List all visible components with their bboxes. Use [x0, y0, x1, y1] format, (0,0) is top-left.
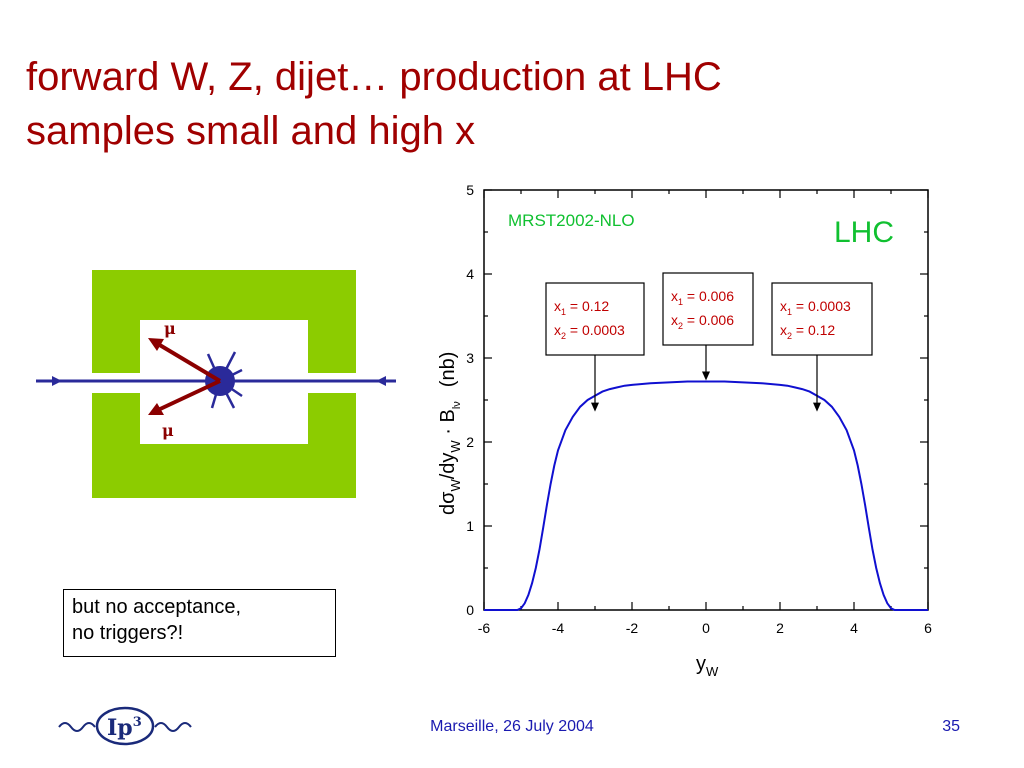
- y-label-mid: /dy: [437, 453, 459, 480]
- x-tick-label: 4: [850, 620, 858, 636]
- detector-diagram: μ μ: [36, 270, 396, 498]
- beam-arrow-right: [376, 376, 386, 386]
- chart-title: LHC: [834, 216, 894, 249]
- x-tick-label: -4: [552, 620, 565, 636]
- title-line-1: forward W, Z, dijet… production at LHC: [26, 55, 722, 99]
- y-label-sub2: W: [448, 440, 463, 453]
- note-box: but no acceptance, no triggers?!: [63, 589, 336, 657]
- x-tick-label: 0: [702, 620, 710, 636]
- x-tick-label: -6: [478, 620, 491, 636]
- y-tick-label: 0: [466, 602, 474, 618]
- muon-arrow-top: [148, 338, 164, 351]
- y-label-unit: (nb): [437, 352, 459, 388]
- logo-oval: [95, 706, 155, 746]
- logo-wave-left: [58, 722, 96, 732]
- page-number: 35: [942, 718, 960, 735]
- annotation-arrow-head-0: [591, 402, 599, 412]
- x-label-main: y: [696, 653, 706, 675]
- title-line-2: samples small and high x: [26, 109, 476, 153]
- beam-gap-right: [308, 373, 356, 393]
- annotation-text-0-1: x2 = 0.0003: [554, 322, 625, 341]
- annotation-text-1-1: x2 = 0.006: [671, 312, 734, 331]
- logo-letters: Ip3: [107, 715, 142, 741]
- chart-subtitle: MRST2002-NLO: [508, 211, 635, 230]
- x-tick-label: 2: [776, 620, 784, 636]
- annotation-box-1: [662, 272, 754, 346]
- muon-arrow-bottom: [148, 403, 164, 415]
- muon-track-bottom: [157, 379, 221, 412]
- y-tick-label: 5: [466, 182, 474, 198]
- muon-label-top: μ: [164, 319, 176, 338]
- x-tick-label: -2: [626, 620, 639, 636]
- logo-letters-main: Ip: [107, 715, 133, 741]
- logo-superscript: 3: [133, 715, 142, 730]
- y-axis-label: dσW/dyW · Blν(nb): [437, 352, 463, 515]
- y-tick-label: 3: [466, 350, 474, 366]
- ip3-logo: Ip3: [58, 706, 192, 746]
- beam-gap-left: [92, 373, 140, 393]
- annotation-layer: x1 = 0.12 x2 = 0.0003 x1 = 0.006 x2 = 0.006…: [545, 272, 873, 412]
- y-tick-label: 1: [466, 518, 474, 534]
- y-label-sub3: lν: [451, 401, 463, 409]
- logo-wave-right: [154, 722, 192, 732]
- annotation-text-2-1: x2 = 0.12: [780, 322, 835, 341]
- annotation-text-2-0: x1 = 0.0003: [780, 298, 851, 317]
- footer-location-date: Marseille, 26 July 2004: [430, 718, 594, 735]
- annotation-box-0: [545, 282, 645, 356]
- beam-arrow-left: [52, 376, 62, 386]
- annotation-text-0-0: x1 = 0.12: [554, 298, 609, 317]
- y-label-sub1: W: [448, 479, 463, 492]
- y-tick-label: 2: [466, 434, 474, 450]
- plot-frame: [483, 189, 929, 611]
- y-label-dot: · B: [437, 409, 459, 440]
- curve-layer: [484, 380, 928, 611]
- annotation-arrow-head-2: [813, 402, 821, 412]
- axis-ticks: -6 -4 -2 0 2 4 6 0 1 2 3 4 5: [466, 182, 932, 636]
- note-line-1: but no acceptance,: [72, 596, 242, 618]
- slide-title: forward W, Z, dijet… production at LHC s…: [26, 50, 722, 158]
- x-tick-label: 6: [924, 620, 932, 636]
- annotation-box-2: [771, 282, 873, 356]
- annotation-arrow-head-1: [702, 371, 710, 381]
- muon-track-top: [156, 342, 222, 383]
- note-line-2: no triggers?!: [72, 622, 184, 644]
- muon-label-bottom: μ: [162, 421, 174, 440]
- x-label-sub: W: [706, 664, 719, 679]
- x-axis-label: yW: [696, 653, 719, 679]
- y-label-main: dσ: [437, 491, 459, 515]
- annotation-text-1-0: x1 = 0.006: [671, 288, 734, 307]
- series-line-0: [484, 380, 928, 611]
- y-tick-label: 4: [466, 266, 474, 282]
